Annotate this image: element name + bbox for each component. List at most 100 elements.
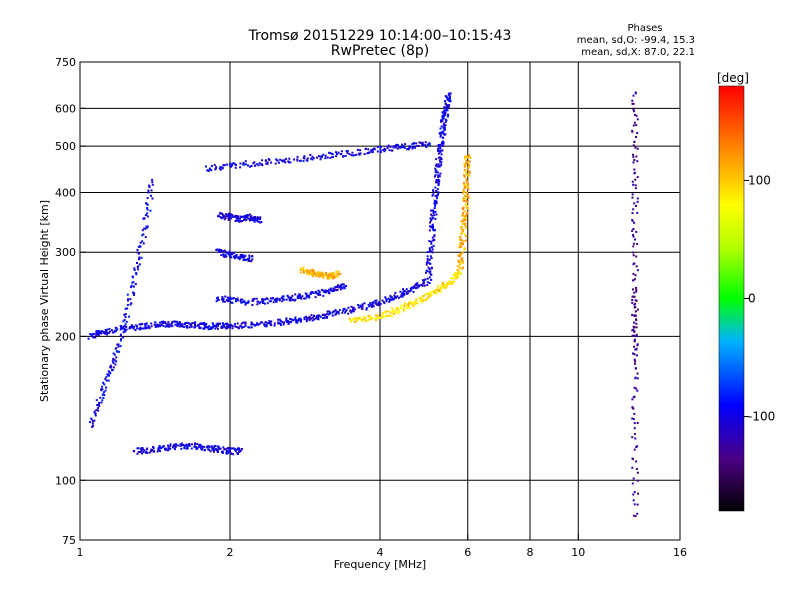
echo-point bbox=[311, 291, 314, 294]
echo-point bbox=[287, 160, 290, 163]
echo-point bbox=[371, 303, 374, 306]
echo-point bbox=[326, 310, 329, 313]
echo-point bbox=[394, 146, 397, 149]
echo-point bbox=[243, 214, 246, 217]
echo-point bbox=[460, 245, 463, 248]
echo-point bbox=[389, 296, 392, 299]
echo-point bbox=[132, 291, 134, 294]
echo-point bbox=[312, 292, 315, 294]
stats-heading: Phases bbox=[627, 23, 662, 34]
echo-point bbox=[459, 261, 462, 264]
echo-point bbox=[299, 293, 301, 296]
echo-point bbox=[363, 318, 365, 321]
echo-point bbox=[426, 277, 429, 280]
echo-point bbox=[633, 314, 636, 317]
echo-point bbox=[336, 153, 339, 155]
echo-point bbox=[400, 304, 403, 307]
echo-point bbox=[129, 303, 132, 306]
echo-point bbox=[428, 247, 431, 250]
echo-point bbox=[95, 399, 98, 402]
echo-point bbox=[328, 310, 331, 313]
echo-point bbox=[331, 153, 334, 156]
echo-point bbox=[268, 322, 271, 325]
echo-point bbox=[181, 323, 184, 326]
echo-point bbox=[426, 281, 429, 284]
echo-point bbox=[226, 214, 229, 217]
echo-point bbox=[374, 302, 377, 305]
y-tick-label: 750 bbox=[55, 56, 76, 69]
echo-point bbox=[244, 322, 247, 325]
echo-point bbox=[430, 257, 433, 260]
echo-point bbox=[290, 296, 293, 299]
echo-point bbox=[272, 301, 275, 304]
echo-point bbox=[205, 326, 208, 329]
echo-point bbox=[634, 178, 637, 181]
echo-point bbox=[631, 299, 634, 301]
echo-point bbox=[203, 327, 206, 330]
echo-point bbox=[426, 297, 428, 300]
echo-point bbox=[439, 143, 442, 146]
echo-point bbox=[112, 352, 115, 355]
echo-point bbox=[408, 302, 411, 304]
echo-point bbox=[171, 325, 174, 328]
echo-point bbox=[463, 163, 466, 166]
echo-point bbox=[148, 184, 150, 187]
echo-point bbox=[445, 95, 448, 98]
echo-point bbox=[354, 318, 357, 320]
echo-point bbox=[350, 305, 353, 308]
echo-point bbox=[209, 326, 212, 329]
echo-point bbox=[324, 316, 327, 319]
echo-point bbox=[467, 163, 470, 166]
echo-point bbox=[113, 353, 116, 356]
echo-point bbox=[94, 336, 97, 339]
echo-point bbox=[142, 233, 145, 236]
echo-point bbox=[465, 198, 467, 201]
echo-point bbox=[227, 217, 230, 220]
echo-point bbox=[333, 274, 336, 277]
echo-point bbox=[401, 295, 404, 298]
echo-point bbox=[219, 212, 222, 215]
echo-point bbox=[337, 312, 340, 315]
echo-point bbox=[105, 386, 108, 389]
echo-point bbox=[130, 326, 133, 329]
echo-point bbox=[426, 251, 429, 253]
echo-point bbox=[455, 275, 458, 278]
echo-point bbox=[632, 235, 635, 238]
echo-point bbox=[438, 179, 441, 182]
echo-point bbox=[405, 304, 408, 307]
echo-point bbox=[632, 245, 635, 248]
echo-point bbox=[399, 290, 402, 293]
echo-point bbox=[147, 189, 150, 192]
echo-point bbox=[245, 301, 248, 304]
echo-point bbox=[235, 219, 238, 222]
echo-point bbox=[371, 151, 374, 153]
echo-point bbox=[306, 317, 309, 320]
colorbar bbox=[718, 85, 745, 512]
echo-point bbox=[90, 418, 93, 421]
echo-point bbox=[302, 160, 305, 163]
echo-point bbox=[457, 275, 460, 278]
echo-point bbox=[444, 286, 447, 289]
echo-point bbox=[236, 219, 239, 222]
echo-point bbox=[429, 225, 432, 228]
echo-point bbox=[636, 343, 639, 346]
echo-point bbox=[234, 300, 237, 303]
echo-point bbox=[196, 447, 199, 450]
echo-point bbox=[633, 422, 636, 425]
echo-point bbox=[214, 325, 217, 327]
echo-point bbox=[370, 305, 373, 308]
echo-point bbox=[393, 294, 396, 297]
echo-point bbox=[230, 301, 233, 304]
echo-point bbox=[466, 211, 469, 214]
echo-point bbox=[633, 110, 636, 113]
echo-point bbox=[459, 271, 462, 274]
echo-point bbox=[271, 297, 274, 300]
echo-point bbox=[108, 371, 111, 373]
echo-point bbox=[239, 254, 242, 257]
echo-point bbox=[142, 451, 145, 454]
echo-point bbox=[636, 422, 639, 424]
echo-point bbox=[337, 270, 340, 273]
echo-point bbox=[220, 298, 223, 301]
echo-point bbox=[194, 321, 197, 324]
y-tick-label: 75 bbox=[62, 534, 76, 547]
